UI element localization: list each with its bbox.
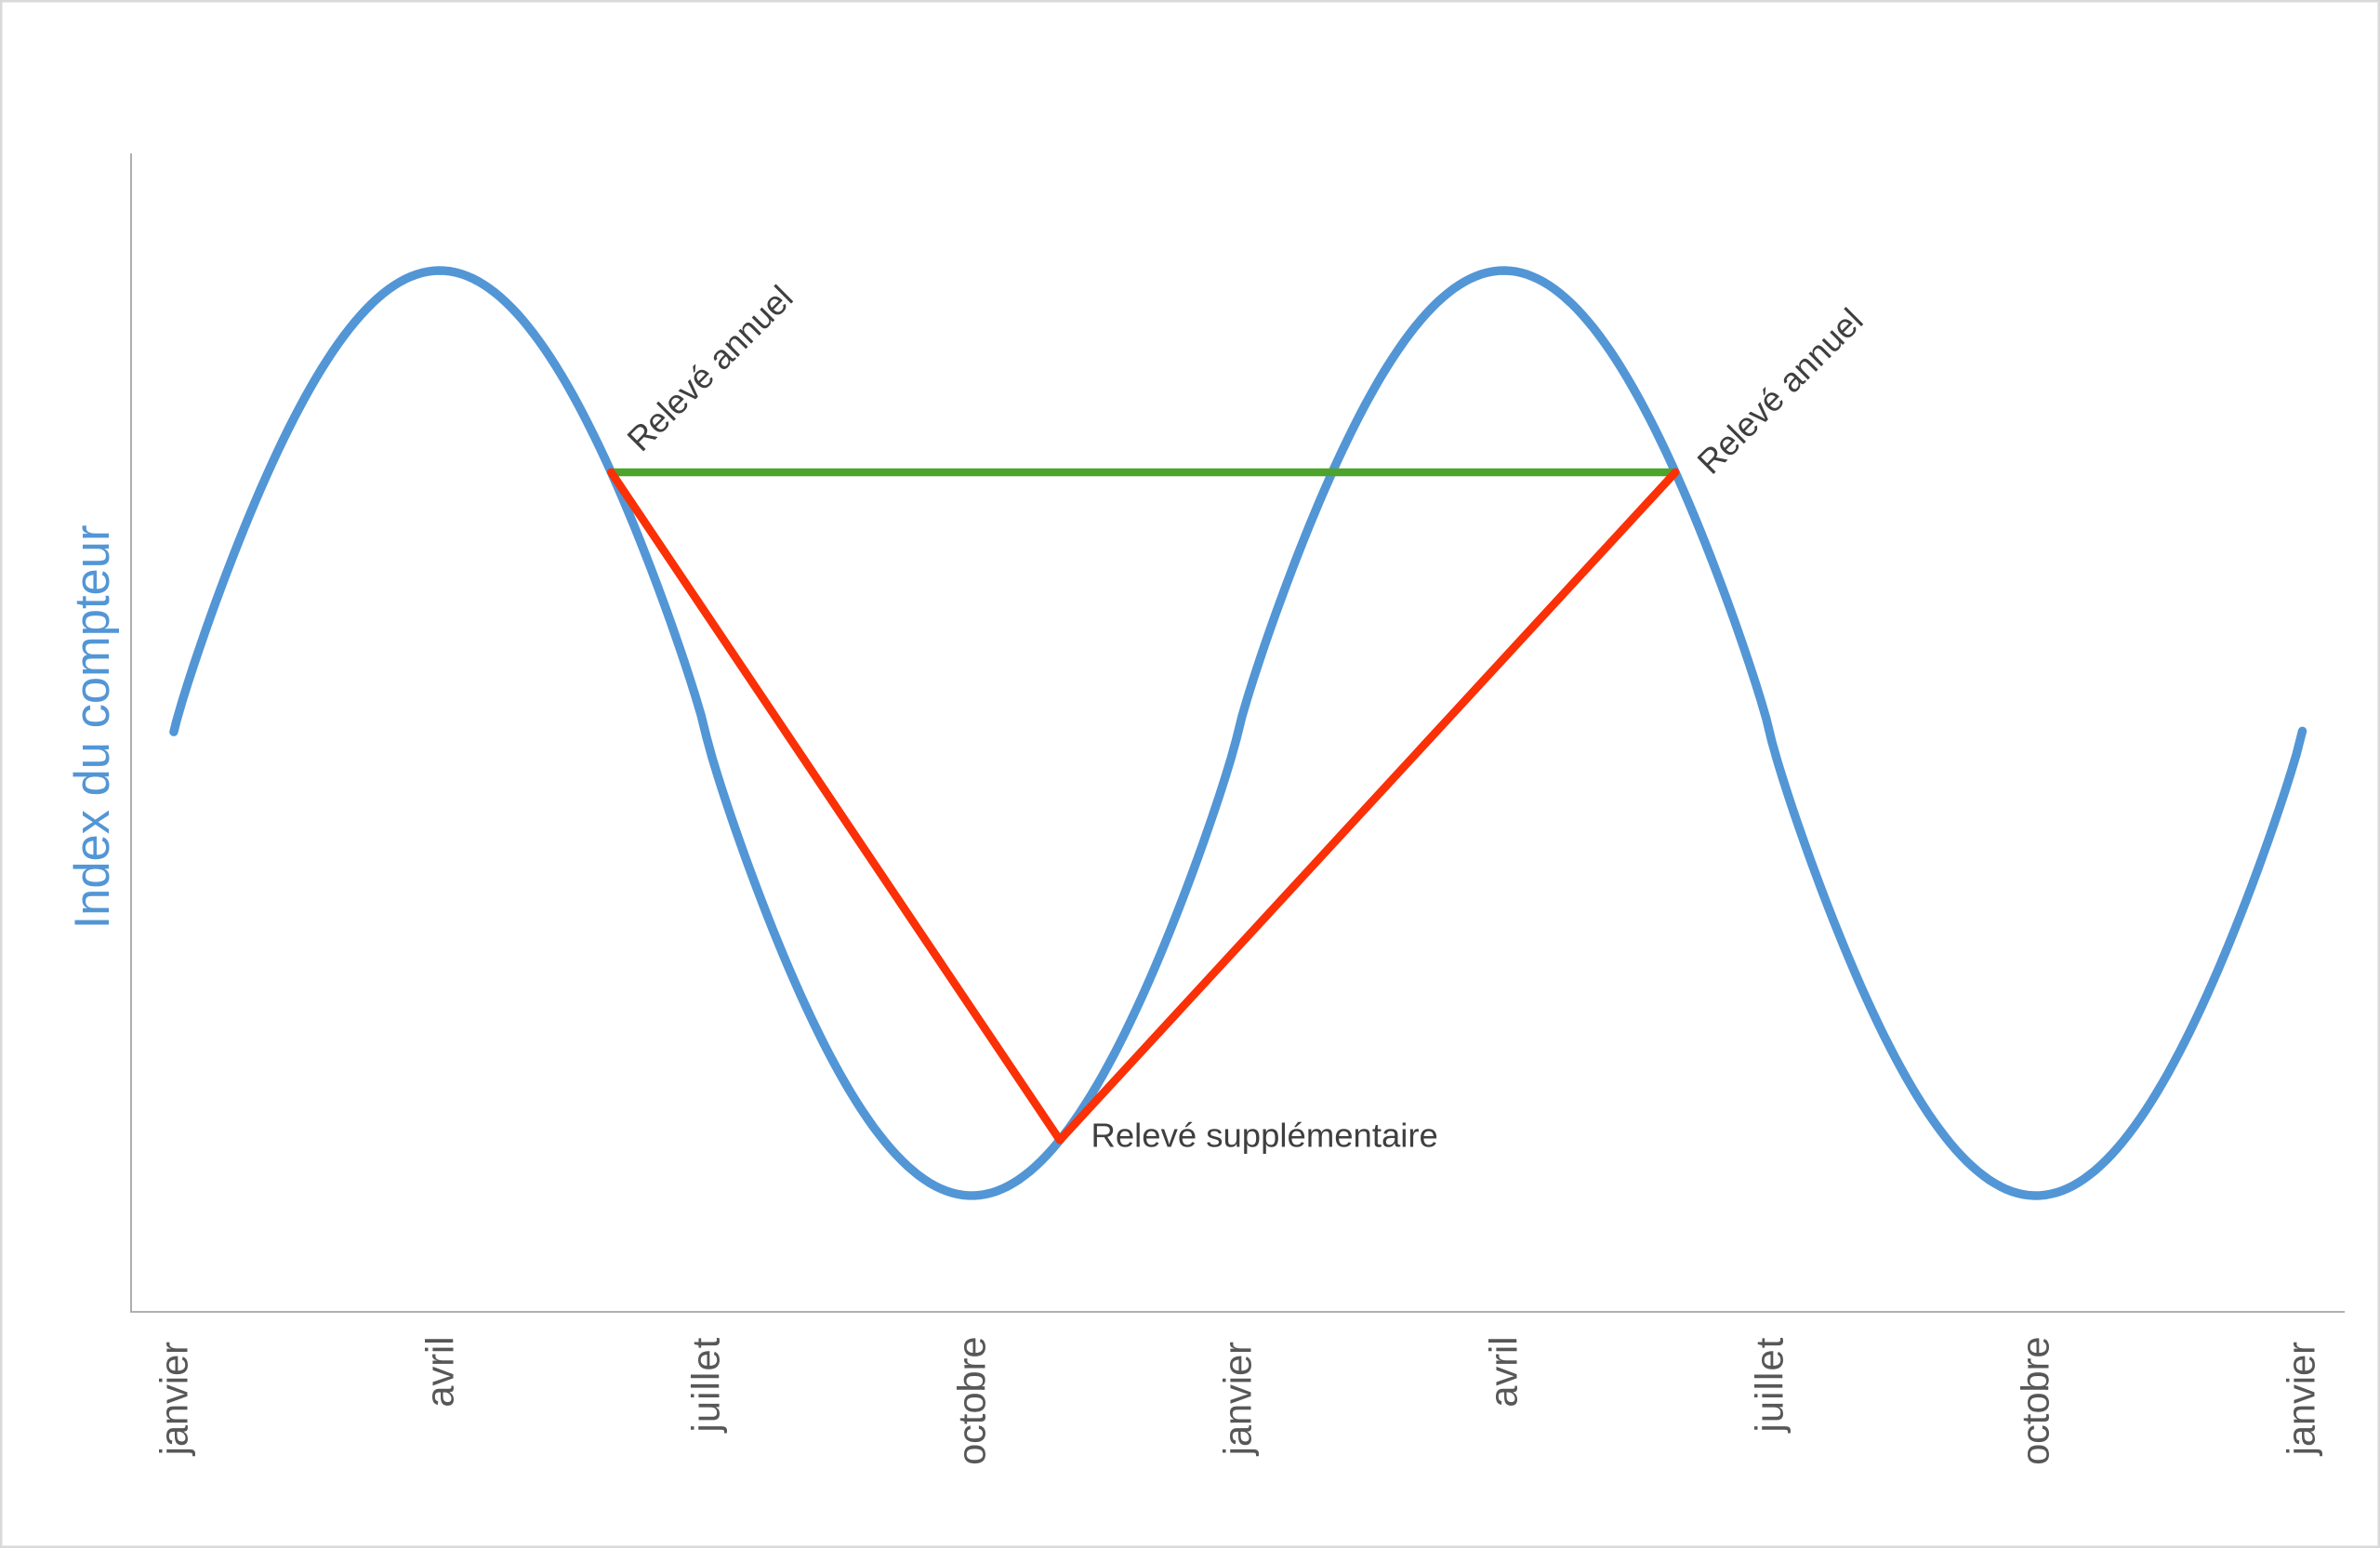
svg-text:avril: avril xyxy=(1482,1337,1526,1408)
svg-text:janvier: janvier xyxy=(1216,1342,1260,1457)
svg-text:juillet: juillet xyxy=(684,1337,728,1435)
svg-text:Relevé supplémentaire: Relevé supplémentaire xyxy=(1091,1117,1438,1155)
svg-text:octobre: octobre xyxy=(2014,1337,2057,1465)
svg-text:janvier: janvier xyxy=(152,1342,196,1457)
svg-text:avril: avril xyxy=(418,1337,462,1408)
svg-text:Index du compteur: Index du compteur xyxy=(65,525,120,930)
svg-text:janvier: janvier xyxy=(2280,1342,2323,1457)
svg-text:octobre: octobre xyxy=(950,1337,994,1465)
svg-text:juillet: juillet xyxy=(1748,1337,1792,1435)
